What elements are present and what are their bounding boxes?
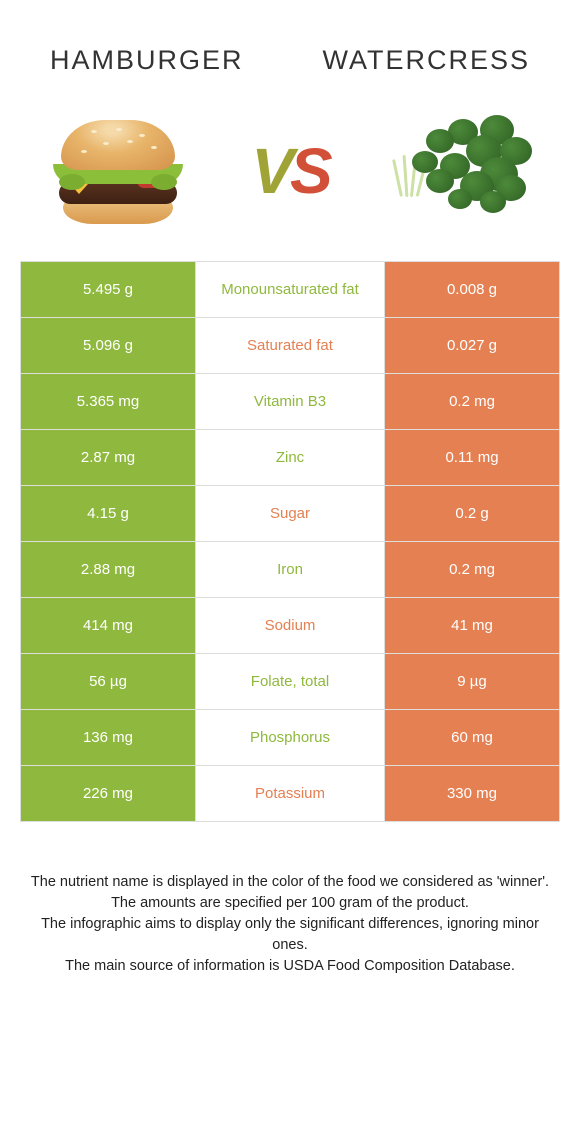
- value-left: 5.096 g: [21, 318, 196, 373]
- table-row: 414 mgSodium41 mg: [21, 598, 560, 654]
- nutrient-name: Zinc: [196, 430, 385, 485]
- watercress-image: [385, 111, 540, 231]
- nutrient-name: Vitamin B3: [196, 374, 385, 429]
- table-row: 2.87 mgZinc0.11 mg: [21, 430, 560, 486]
- footer-notes: The nutrient name is displayed in the co…: [0, 822, 580, 977]
- table-row: 4.15 gSugar0.2 g: [21, 486, 560, 542]
- value-right: 330 mg: [385, 766, 560, 821]
- nutrient-name: Folate, total: [196, 654, 385, 709]
- table-row: 5.096 gSaturated fat0.027 g: [21, 318, 560, 374]
- footer-line-4: The main source of information is USDA F…: [30, 956, 550, 977]
- value-left: 414 mg: [21, 598, 196, 653]
- value-right: 0.11 mg: [385, 430, 560, 485]
- vs-v: V: [251, 135, 290, 207]
- value-right: 9 µg: [385, 654, 560, 709]
- hero-row: VS: [0, 76, 580, 261]
- table-row: 5.495 gMonounsaturated fat0.008 g: [21, 262, 560, 318]
- value-right: 0.2 mg: [385, 374, 560, 429]
- vs-label: VS: [251, 134, 328, 208]
- title-right: WATERCRESS: [322, 45, 530, 76]
- table-row: 5.365 mgVitamin B30.2 mg: [21, 374, 560, 430]
- footer-line-3: The infographic aims to display only the…: [30, 914, 550, 956]
- value-left: 2.87 mg: [21, 430, 196, 485]
- table-row: 226 mgPotassium330 mg: [21, 766, 560, 822]
- table-row: 56 µgFolate, total9 µg: [21, 654, 560, 710]
- value-left: 4.15 g: [21, 486, 196, 541]
- nutrient-name: Phosphorus: [196, 710, 385, 765]
- value-right: 0.2 mg: [385, 542, 560, 597]
- value-left: 5.495 g: [21, 262, 196, 317]
- table-row: 136 mgPhosphorus60 mg: [21, 710, 560, 766]
- footer-line-1: The nutrient name is displayed in the co…: [30, 872, 550, 893]
- title-left: HAMBURGER: [50, 45, 244, 76]
- nutrient-name: Potassium: [196, 766, 385, 821]
- value-right: 60 mg: [385, 710, 560, 765]
- hamburger-image: [40, 111, 195, 231]
- value-left: 2.88 mg: [21, 542, 196, 597]
- value-left: 5.365 mg: [21, 374, 196, 429]
- value-right: 0.2 g: [385, 486, 560, 541]
- value-right: 0.008 g: [385, 262, 560, 317]
- value-left: 56 µg: [21, 654, 196, 709]
- value-right: 41 mg: [385, 598, 560, 653]
- title-row: HAMBURGER WATERCRESS: [0, 0, 580, 76]
- value-left: 226 mg: [21, 766, 196, 821]
- footer-line-2: The amounts are specified per 100 gram o…: [30, 893, 550, 914]
- table-row: 2.88 mgIron0.2 mg: [21, 542, 560, 598]
- nutrient-name: Iron: [196, 542, 385, 597]
- nutrient-name: Saturated fat: [196, 318, 385, 373]
- value-right: 0.027 g: [385, 318, 560, 373]
- nutrient-name: Sodium: [196, 598, 385, 653]
- nutrient-name: Monounsaturated fat: [196, 262, 385, 317]
- vs-s: S: [290, 135, 329, 207]
- nutrient-table: 5.495 gMonounsaturated fat0.008 g5.096 g…: [20, 261, 560, 822]
- value-left: 136 mg: [21, 710, 196, 765]
- nutrient-name: Sugar: [196, 486, 385, 541]
